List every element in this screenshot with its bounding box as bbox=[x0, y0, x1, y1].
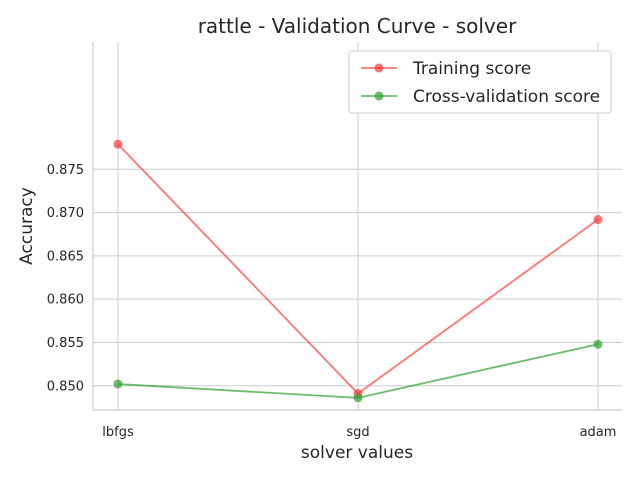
y-tick-label-0.850: 0.850 bbox=[47, 379, 84, 394]
data-point-cross-validation-score-lbfgs bbox=[113, 379, 123, 389]
legend-box bbox=[348, 50, 612, 114]
series-group bbox=[113, 139, 603, 403]
x-axis-label: solver values bbox=[301, 443, 413, 463]
data-point-cross-validation-score-adam bbox=[593, 339, 603, 349]
x-tick-label-lbfgs: lbfgs bbox=[102, 425, 134, 440]
legend-swatch-training-marker bbox=[374, 63, 384, 73]
axes-spines bbox=[92, 42, 622, 411]
legend: Training score Cross-validation score bbox=[348, 50, 612, 114]
tick-labels: 0.850 0.855 0.860 0.865 0.870 0.875 lbfgs sgd ad… bbox=[47, 163, 617, 440]
data-point-training-score-lbfgs bbox=[113, 139, 123, 149]
chart-title: rattle - Validation Curve - solver bbox=[198, 14, 517, 38]
y-tick-label-0.870: 0.870 bbox=[47, 206, 84, 221]
data-point-training-score-adam bbox=[593, 215, 603, 225]
data-point-cross-validation-score-sgd bbox=[353, 393, 363, 403]
x-tick-label-sgd: sgd bbox=[346, 425, 369, 440]
y-tick-label-0.875: 0.875 bbox=[47, 163, 84, 178]
y-tick-label-0.855: 0.855 bbox=[47, 336, 84, 351]
y-axis-label: Accuracy bbox=[17, 187, 37, 265]
legend-label-cv: Cross-validation score bbox=[413, 87, 600, 107]
y-tick-label-0.865: 0.865 bbox=[47, 249, 84, 264]
legend-swatch-cv-marker bbox=[374, 91, 384, 101]
x-tick-label-adam: adam bbox=[580, 425, 617, 440]
y-tick-label-0.860: 0.860 bbox=[47, 293, 84, 308]
legend-label-training: Training score bbox=[412, 59, 531, 79]
grid bbox=[93, 42, 622, 410]
